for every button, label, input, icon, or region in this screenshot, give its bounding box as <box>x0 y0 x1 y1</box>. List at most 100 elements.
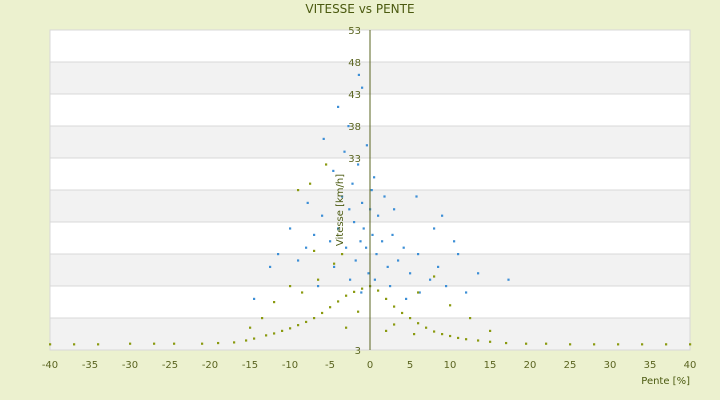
data-point <box>457 253 460 256</box>
data-point <box>321 214 324 217</box>
data-point <box>425 326 428 329</box>
data-point <box>370 189 373 192</box>
y-tick-label: 43 <box>348 90 361 101</box>
y-tick-label: 48 <box>348 58 361 69</box>
data-point <box>357 73 360 76</box>
data-point <box>265 334 268 337</box>
data-point <box>371 233 374 236</box>
data-point <box>201 342 204 345</box>
data-point <box>333 262 336 265</box>
data-point <box>689 343 692 346</box>
x-tick-label: 20 <box>524 360 537 371</box>
data-point <box>417 291 420 294</box>
data-point <box>593 343 596 346</box>
data-point <box>385 329 388 332</box>
data-point <box>445 285 448 288</box>
data-point <box>345 294 348 297</box>
data-point <box>253 337 256 340</box>
data-point <box>359 240 362 243</box>
data-point <box>417 253 420 256</box>
data-point <box>469 317 472 320</box>
x-tick-label: -25 <box>162 360 178 371</box>
data-point <box>373 278 376 281</box>
data-point <box>313 317 316 320</box>
data-point <box>361 201 364 204</box>
data-point <box>367 272 370 275</box>
data-point <box>405 297 408 300</box>
data-point <box>449 334 452 338</box>
data-point <box>360 291 363 294</box>
data-point <box>385 297 388 300</box>
data-point <box>361 86 364 89</box>
data-point <box>386 265 389 268</box>
data-point <box>489 329 492 332</box>
data-point <box>441 333 444 336</box>
data-point <box>433 330 436 333</box>
data-point <box>297 189 300 192</box>
data-point <box>409 272 412 275</box>
data-point <box>665 343 668 346</box>
y-tick-label: 38 <box>348 122 361 133</box>
data-point <box>277 253 280 256</box>
data-point <box>305 320 308 324</box>
x-tick-label: 5 <box>407 360 413 371</box>
data-point <box>377 214 380 217</box>
data-point <box>397 259 400 262</box>
data-point <box>273 332 276 335</box>
data-point <box>413 333 416 336</box>
data-point <box>569 343 572 346</box>
data-point <box>375 253 378 256</box>
data-point <box>332 169 335 172</box>
data-point <box>465 338 468 341</box>
data-point <box>377 289 380 292</box>
data-point <box>97 343 100 346</box>
data-point <box>373 176 376 179</box>
data-point <box>391 233 394 236</box>
x-tick-label: -35 <box>82 360 98 371</box>
data-point <box>269 265 272 268</box>
data-point <box>389 285 392 288</box>
x-tick-label: 25 <box>564 360 577 371</box>
data-point <box>322 137 325 140</box>
data-point <box>306 201 309 204</box>
y-axis-title: Vitesse [km/h] <box>335 174 346 246</box>
data-point <box>253 297 256 300</box>
data-point <box>317 285 320 288</box>
data-point <box>301 291 304 294</box>
data-point <box>289 327 292 330</box>
data-point <box>525 342 528 345</box>
data-point <box>313 233 316 236</box>
data-point <box>418 291 421 294</box>
x-axis-title: Pente [%] <box>641 376 690 387</box>
data-point <box>317 278 320 281</box>
data-point <box>393 323 396 326</box>
x-tick-label: 40 <box>684 360 697 371</box>
data-point <box>507 278 510 281</box>
data-point <box>401 311 404 315</box>
data-point <box>415 195 418 198</box>
data-point <box>329 306 332 309</box>
data-point <box>433 227 436 230</box>
data-point <box>477 272 480 275</box>
data-point <box>321 311 324 315</box>
data-point <box>441 214 444 217</box>
data-point <box>348 208 351 211</box>
data-point <box>249 326 252 329</box>
data-point <box>393 208 396 211</box>
data-point <box>641 343 644 346</box>
data-point <box>393 305 396 308</box>
x-tick-label: -15 <box>242 360 258 371</box>
data-point <box>313 249 316 252</box>
data-point <box>477 339 480 342</box>
data-point <box>351 182 354 185</box>
data-point <box>353 221 356 224</box>
data-points <box>49 73 692 346</box>
data-point <box>381 240 384 243</box>
data-point <box>383 195 386 198</box>
data-point <box>337 105 340 108</box>
data-point <box>73 343 76 346</box>
data-point <box>173 342 176 345</box>
data-point <box>129 342 132 345</box>
data-point <box>402 246 405 249</box>
data-point <box>545 342 548 345</box>
